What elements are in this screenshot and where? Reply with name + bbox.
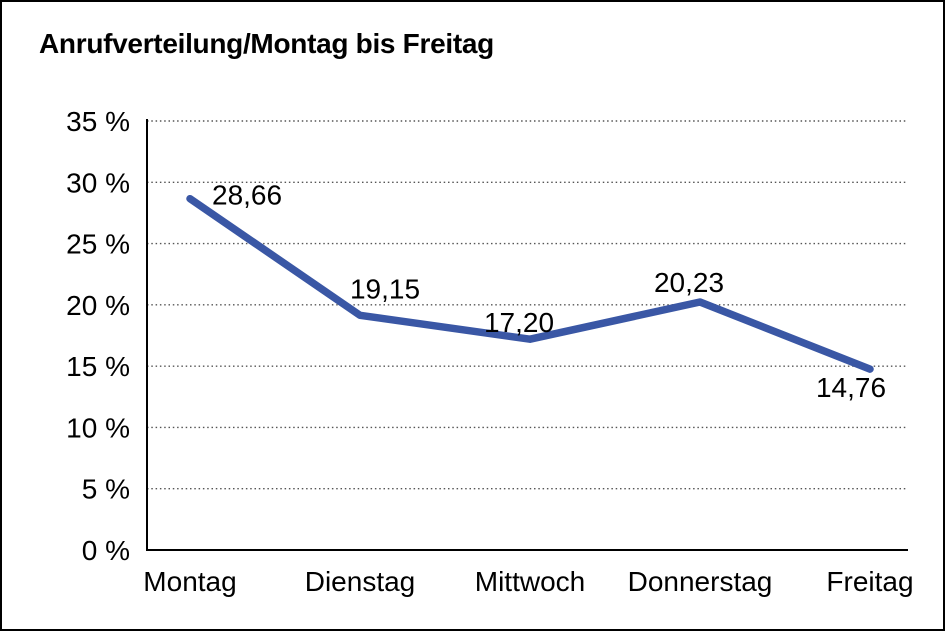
- y-tick-label: 10 %: [66, 412, 130, 443]
- y-tick-label: 35 %: [66, 106, 130, 137]
- data-point-label: 20,23: [654, 267, 724, 298]
- y-tick-label: 25 %: [66, 229, 130, 260]
- x-category-label: Dienstag: [305, 566, 416, 597]
- x-category-label: Donnerstag: [628, 566, 773, 597]
- y-tick-label: 30 %: [66, 167, 130, 198]
- y-tick-label: 20 %: [66, 290, 130, 321]
- data-line: [186, 194, 874, 373]
- data-point-label: 14,76: [816, 372, 886, 403]
- x-category-label: Montag: [143, 566, 236, 597]
- x-category-label: Mittwoch: [475, 566, 585, 597]
- x-category-label: Freitag: [826, 566, 913, 597]
- y-tick-label: 5 %: [82, 474, 130, 505]
- data-point-label: 17,20: [484, 307, 554, 338]
- data-point-label: 28,66: [212, 180, 282, 211]
- y-tick-label: 0 %: [82, 535, 130, 566]
- chart-title: Anrufverteilung/Montag bis Freitag: [39, 28, 494, 59]
- y-tick-label: 15 %: [66, 351, 130, 382]
- data-point-label: 19,15: [350, 273, 420, 304]
